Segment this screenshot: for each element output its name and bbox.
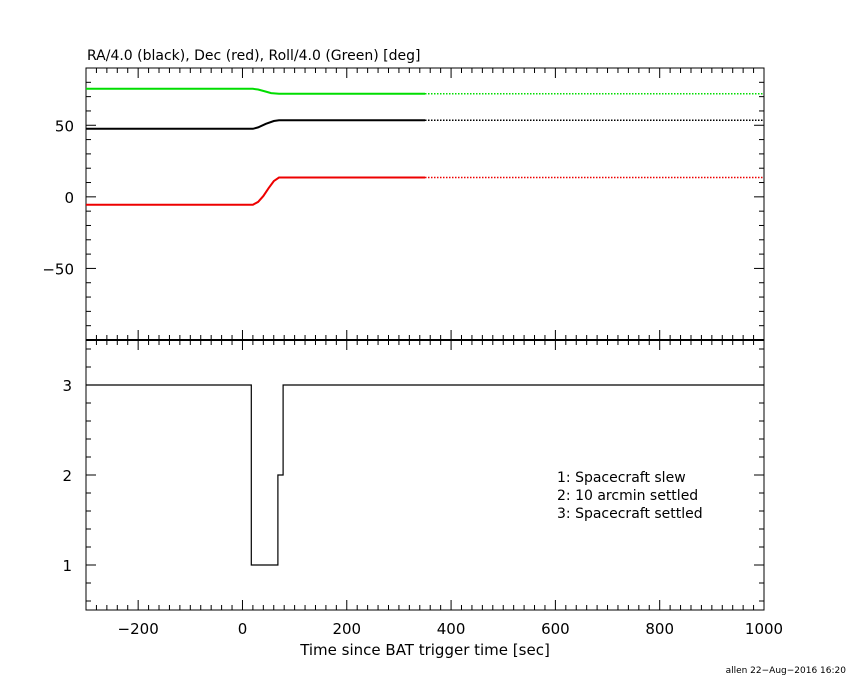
- bottom-panel: 3 2 1 −200 0 200 400 600 800 1000 Time since BAT…: [62, 339, 784, 659]
- x-tick-label: 400: [437, 620, 466, 638]
- x-axis-label: Time since BAT trigger time [sec]: [299, 641, 550, 659]
- legend-entry: 1: Spacecraft slew: [557, 470, 686, 486]
- status-legend: 1: Spacecraft slew 2: 10 arcmin settled 3:…: [557, 470, 703, 522]
- top-panel: RA/4.0 (black), Dec (red), Roll/4.0 (Gre…: [42, 48, 765, 341]
- bottom-y-tick-label: 3: [62, 377, 72, 395]
- top-y-tick-label: −50: [42, 260, 74, 278]
- bottom-y-tick-label: 2: [62, 467, 72, 485]
- legend-entry: 3: Spacecraft settled: [557, 506, 703, 522]
- top-chart-title: RA/4.0 (black), Dec (red), Roll/4.0 (Gre…: [87, 48, 420, 64]
- x-tick-label: 200: [332, 620, 361, 638]
- top-series-solid-0: [86, 87, 425, 95]
- x-tick-label: 1000: [745, 620, 783, 638]
- x-tick-label: 600: [541, 620, 570, 638]
- x-tick-label: 800: [645, 620, 674, 638]
- legend-entry: 2: 10 arcmin settled: [557, 488, 698, 504]
- x-tick-label: 0: [238, 620, 248, 638]
- top-series-solid-1: [86, 119, 425, 130]
- bottom-y-tick-label: 1: [62, 557, 72, 575]
- x-tick-label: −200: [118, 620, 159, 638]
- top-series-lines: [86, 87, 764, 206]
- bottom-y-tick-labels: 3 2 1: [62, 377, 72, 575]
- bottom-series-lines: [86, 384, 764, 566]
- top-y-tick-labels: 50 0 −50: [42, 117, 74, 278]
- top-y-tick-label: 0: [64, 189, 74, 207]
- footer-stamp: allen 22−Aug−2016 16:20: [726, 666, 847, 676]
- top-y-tick-label: 50: [55, 117, 74, 135]
- top-series-solid-2: [86, 176, 425, 206]
- status-step-line-0: [86, 384, 764, 566]
- x-tick-labels: −200 0 200 400 600 800 1000: [118, 620, 784, 638]
- bottom-axis-ticks: [85, 340, 765, 610]
